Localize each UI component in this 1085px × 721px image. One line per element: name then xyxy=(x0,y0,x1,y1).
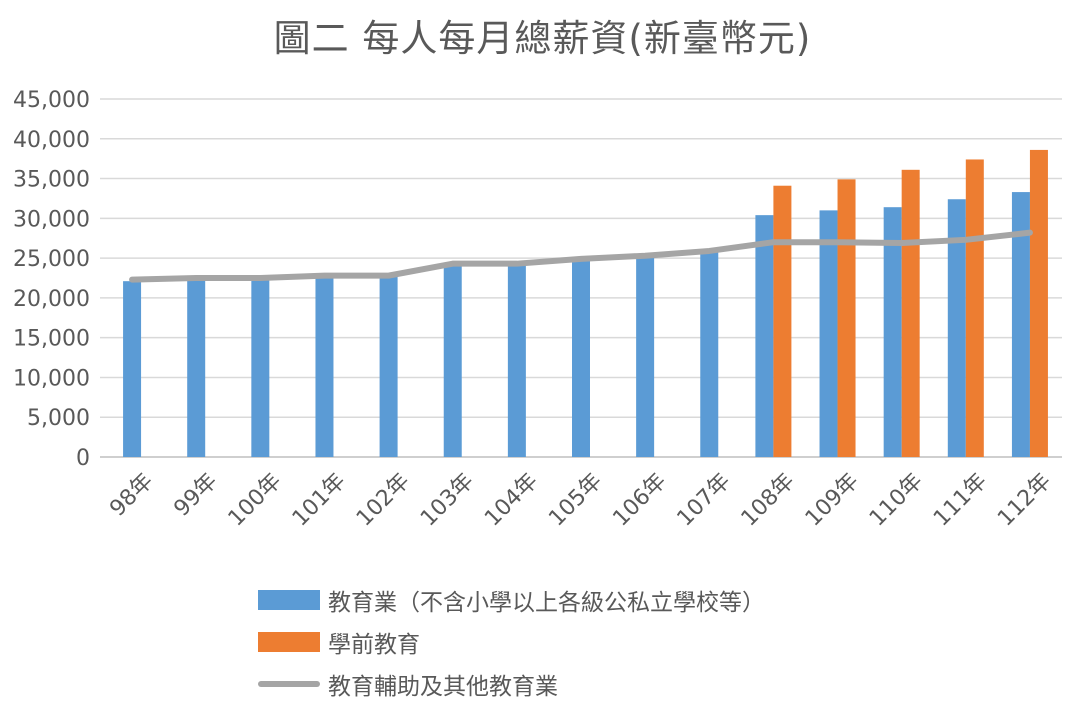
y-tick-label: 15,000 xyxy=(13,327,90,352)
legend-label-education-industry: 教育業（不含小學以上各級公私立學校等） xyxy=(328,590,765,616)
y-tick-label: 25,000 xyxy=(13,247,90,272)
bar-education-industry xyxy=(123,281,142,457)
bar-preschool xyxy=(965,159,984,457)
y-tick-label: 35,000 xyxy=(13,168,90,193)
legend-label-auxiliary: 教育輔助及其他教育業 xyxy=(328,674,558,700)
bar-preschool xyxy=(901,169,920,457)
bar-preschool xyxy=(773,185,792,457)
x-tick-label: 99年 xyxy=(169,469,222,522)
bars xyxy=(123,149,1048,458)
legend-swatch-blue xyxy=(258,590,320,610)
line-auxiliary-education xyxy=(129,229,1033,283)
bar-education-industry xyxy=(251,278,270,457)
bar-preschool xyxy=(837,179,856,457)
legend-item-auxiliary: 教育輔助及其他教育業 xyxy=(258,666,558,702)
y-tick-label: 30,000 xyxy=(13,207,90,232)
bar-education-industry xyxy=(755,215,774,457)
bar-education-industry xyxy=(700,251,719,457)
x-tick-label: 98年 xyxy=(105,469,158,522)
x-tick-label: 110年 xyxy=(865,469,928,532)
bar-preschool xyxy=(1029,149,1048,457)
x-axis-tick-labels: 98年 99年 100年 101年 102年 103年 104年 105年 106年 107年 10… xyxy=(105,469,1056,532)
x-tick-label: 111年 xyxy=(929,469,992,532)
y-tick-label: 5,000 xyxy=(27,406,90,431)
y-tick-label: 0 xyxy=(76,446,90,471)
x-tick-label: 112年 xyxy=(993,469,1056,532)
bar-education-industry xyxy=(507,264,526,457)
y-tick-label: 10,000 xyxy=(13,366,90,391)
x-tick-label: 106年 xyxy=(608,469,671,532)
legend-label-preschool: 學前教育 xyxy=(328,632,420,658)
bar-education-industry xyxy=(379,275,398,457)
bar-education-industry xyxy=(883,207,902,457)
bar-education-industry xyxy=(947,199,966,458)
legend-swatch-orange xyxy=(258,632,320,652)
y-tick-label: 45,000 xyxy=(13,88,90,113)
line-series xyxy=(129,229,1033,283)
x-tick-label: 105年 xyxy=(544,469,607,532)
x-tick-label: 102年 xyxy=(352,469,415,532)
x-tick-label: 101年 xyxy=(288,469,351,532)
x-tick-label: 107年 xyxy=(673,469,736,532)
y-tick-label: 40,000 xyxy=(13,128,90,153)
x-tick-label: 109年 xyxy=(801,469,864,532)
chart-title: 圖二 每人每月總薪資(新臺幣元) xyxy=(273,17,812,60)
legend-item-education-industry: 教育業（不含小學以上各級公私立學校等） xyxy=(258,582,765,618)
bar-education-industry xyxy=(315,276,334,457)
y-tick-label: 20,000 xyxy=(13,287,90,312)
bar-education-industry xyxy=(1011,192,1030,457)
bar-education-industry xyxy=(443,266,462,457)
x-tick-label: 103年 xyxy=(416,469,479,532)
bar-education-industry xyxy=(819,210,838,457)
legend-swatch-gray-line xyxy=(258,681,320,687)
y-axis-tick-labels: 0 5,000 10,000 15,000 20,000 25,000 30,000 35,0… xyxy=(13,88,90,471)
bar-education-industry xyxy=(636,257,655,457)
x-tick-label: 100年 xyxy=(224,469,287,532)
legend-item-preschool: 學前教育 xyxy=(258,624,420,660)
bar-education-industry xyxy=(187,279,206,457)
x-tick-label: 104年 xyxy=(480,469,543,532)
bar-education-industry xyxy=(572,259,590,457)
x-tick-label: 108年 xyxy=(737,469,800,532)
